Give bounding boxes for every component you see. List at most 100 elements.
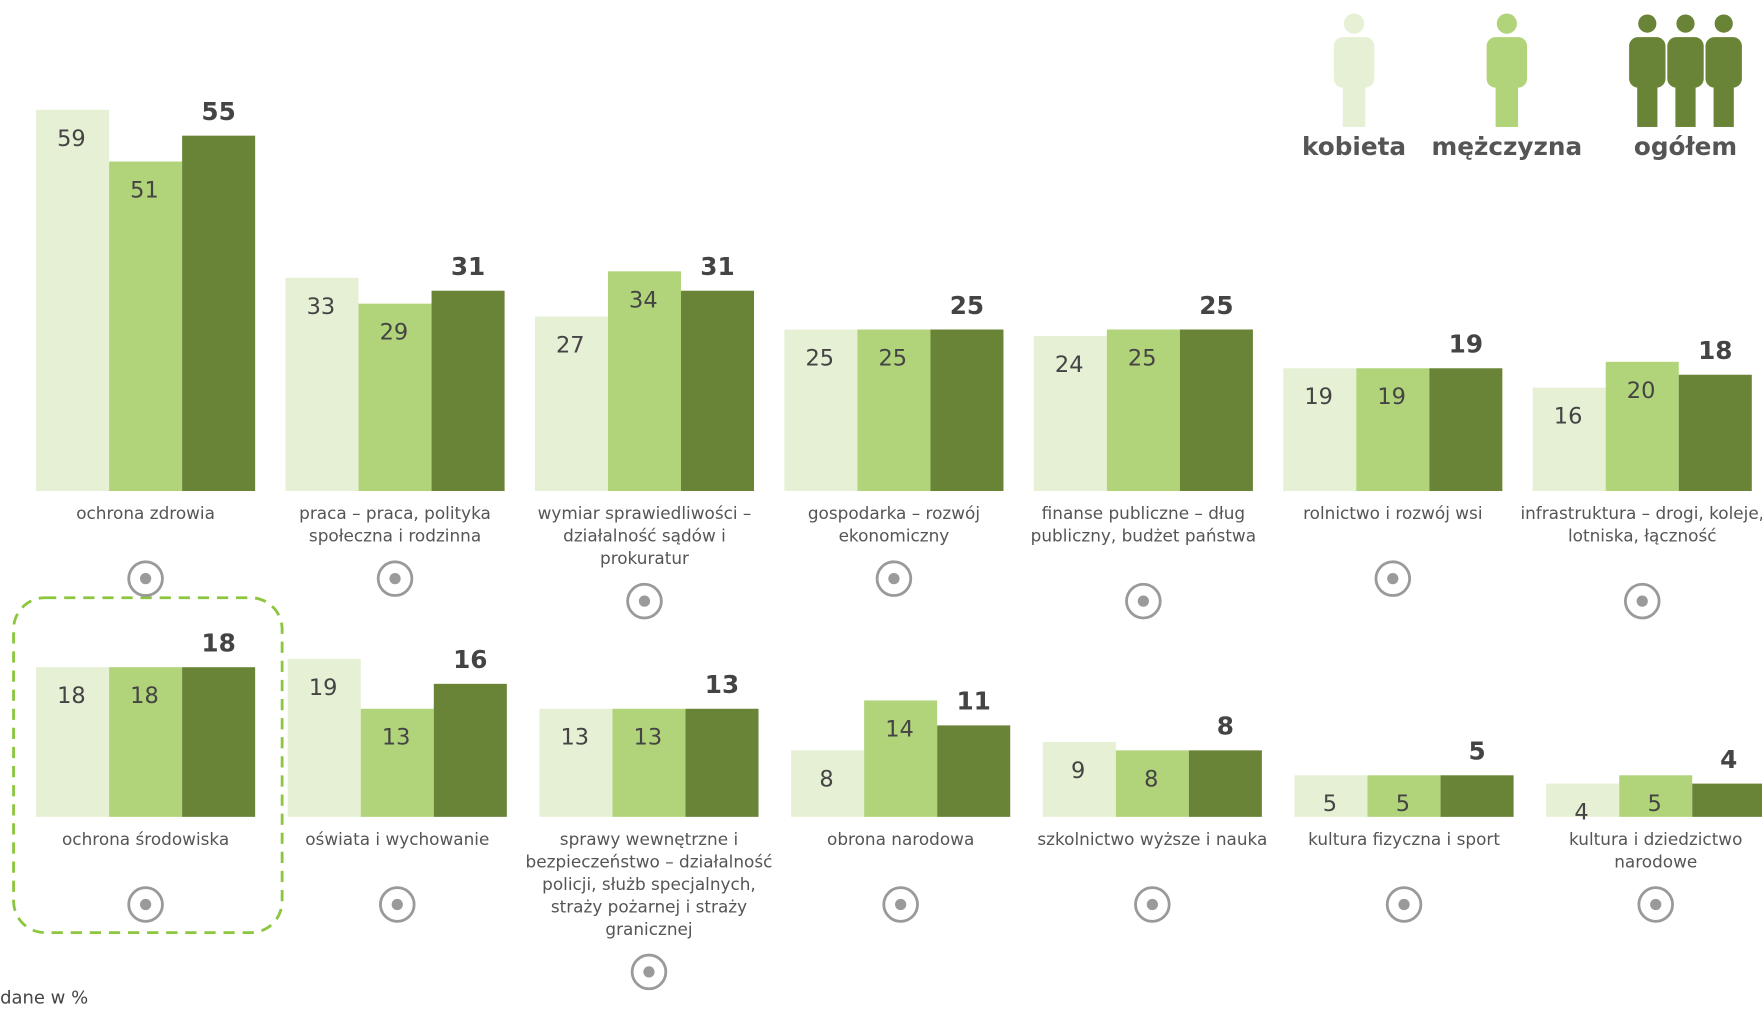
category-label: kultura i dziedzictwo narodowe: [1569, 829, 1743, 872]
category-label-box: kultura i dziedzictwo narodowe: [1569, 829, 1743, 872]
value-label: 13: [561, 725, 590, 751]
category-label-box: finanse publiczne – dług publiczny, budż…: [1030, 503, 1257, 547]
category-icon-dot: [1137, 595, 1149, 607]
category-icon-dot: [1387, 573, 1399, 585]
bar: [182, 135, 256, 492]
value-label: 5: [1647, 791, 1661, 817]
legend-figure-body: [1333, 37, 1375, 88]
category-label-box: ochrona środowiska: [62, 829, 229, 849]
value-label: 19: [1377, 384, 1406, 410]
category-icon: [630, 953, 668, 991]
value-label: 19: [309, 675, 338, 701]
value-label: 55: [201, 97, 235, 126]
value-label: 51: [130, 177, 159, 203]
bar: [1179, 329, 1253, 492]
bar: [607, 271, 681, 492]
category-icon-dot: [1146, 898, 1158, 911]
category-icon: [127, 560, 164, 597]
legend-figure-body: [1629, 37, 1666, 88]
bar: [1692, 783, 1762, 817]
category-label-box: praca – praca, polityka społeczna i rodz…: [299, 503, 491, 547]
category-icon: [1374, 560, 1412, 597]
bar: [285, 277, 359, 492]
bar: [1532, 387, 1606, 492]
category-label-box: ochrona zdrowia: [76, 503, 215, 524]
value-label: 24: [1055, 352, 1084, 378]
legend-label: ogółem: [1634, 132, 1737, 161]
bar: [539, 708, 613, 817]
value-label: 34: [629, 287, 658, 313]
legend-figure-head: [1638, 14, 1657, 33]
value-label: 31: [700, 252, 734, 281]
value-label: 33: [307, 294, 336, 320]
category-icon-dot: [389, 573, 401, 585]
note: dane w %: [0, 987, 88, 1008]
value-label: 20: [1627, 378, 1656, 404]
bar: [612, 708, 686, 817]
category-label: finanse publiczne – dług publiczny, budż…: [1030, 503, 1257, 547]
category-label: rolnictwo i rozwój wsi: [1303, 503, 1483, 524]
category-label: praca – praca, polityka społeczna i rodz…: [299, 503, 491, 547]
value-label: 8: [1144, 766, 1158, 792]
category-icon: [1134, 886, 1171, 923]
highlight-frame: [12, 596, 284, 934]
value-label: 18: [201, 628, 235, 657]
category-label: obrona narodowa: [827, 829, 975, 850]
category-label: ochrona zdrowia: [76, 503, 215, 524]
bar: [109, 667, 183, 817]
bar: [1188, 750, 1262, 817]
value-label: 25: [1128, 345, 1157, 371]
bar: [287, 658, 361, 817]
bar: [680, 290, 755, 492]
legend-figure-head: [1496, 13, 1517, 34]
value-label: 5: [1468, 737, 1485, 766]
category-icon: [379, 886, 416, 923]
category-label: oświata i wychowanie: [305, 829, 490, 850]
category-label: szkolnictwo wyższe i nauka: [1037, 829, 1268, 850]
value-label: 4: [1720, 745, 1737, 774]
category-label: wymiar sprawiedliwości – działalność sąd…: [537, 503, 752, 569]
legend-figure-head: [1343, 13, 1365, 34]
bar: [182, 667, 256, 817]
category-icon: [882, 886, 919, 923]
value-label: 16: [453, 645, 487, 674]
value-label: 19: [1449, 330, 1483, 359]
bar: [534, 316, 608, 492]
category-icon: [127, 886, 164, 923]
category-icon-dot: [139, 573, 152, 585]
category-label: sprawy wewnętrzne i bezpieczeństwo – dzi…: [525, 829, 773, 940]
bar: [360, 708, 434, 817]
bar: [358, 303, 432, 492]
legend-figure-body: [1667, 37, 1704, 88]
value-label: 25: [1199, 291, 1233, 320]
category-label-box: wymiar sprawiedliwości – działalność sąd…: [537, 503, 752, 569]
legend-figure-head: [1676, 14, 1695, 33]
value-label: 27: [556, 333, 585, 359]
bar: [685, 708, 759, 817]
legend-label: kobieta: [1302, 132, 1406, 161]
category-icon: [1637, 886, 1674, 923]
value-label: 18: [1698, 336, 1732, 365]
value-label: 9: [1071, 758, 1085, 784]
value-label: 4: [1574, 800, 1588, 826]
category-icon-dot: [638, 595, 651, 607]
value-label: 13: [634, 725, 663, 751]
category-icon-dot: [139, 898, 152, 911]
value-label: 8: [1217, 712, 1234, 741]
category-icon-dot: [1636, 595, 1648, 607]
value-label: 19: [1304, 384, 1333, 410]
bar: [1294, 775, 1368, 817]
value-label: 18: [57, 683, 86, 709]
category-label-box: gospodarka – rozwój ekonomiczny: [808, 503, 980, 546]
bar: [431, 290, 505, 492]
category-icon: [875, 560, 913, 597]
bar: [1678, 374, 1752, 492]
bar: [109, 161, 183, 492]
category-icon-dot: [643, 966, 655, 978]
bar: [1283, 368, 1357, 492]
value-label: 5: [1323, 791, 1337, 817]
category-icon: [1623, 582, 1661, 620]
category-icon-dot: [1398, 898, 1410, 911]
category-label-box: rolnictwo i rozwój wsi: [1303, 503, 1483, 524]
legend-figure-legs: [1342, 84, 1366, 127]
